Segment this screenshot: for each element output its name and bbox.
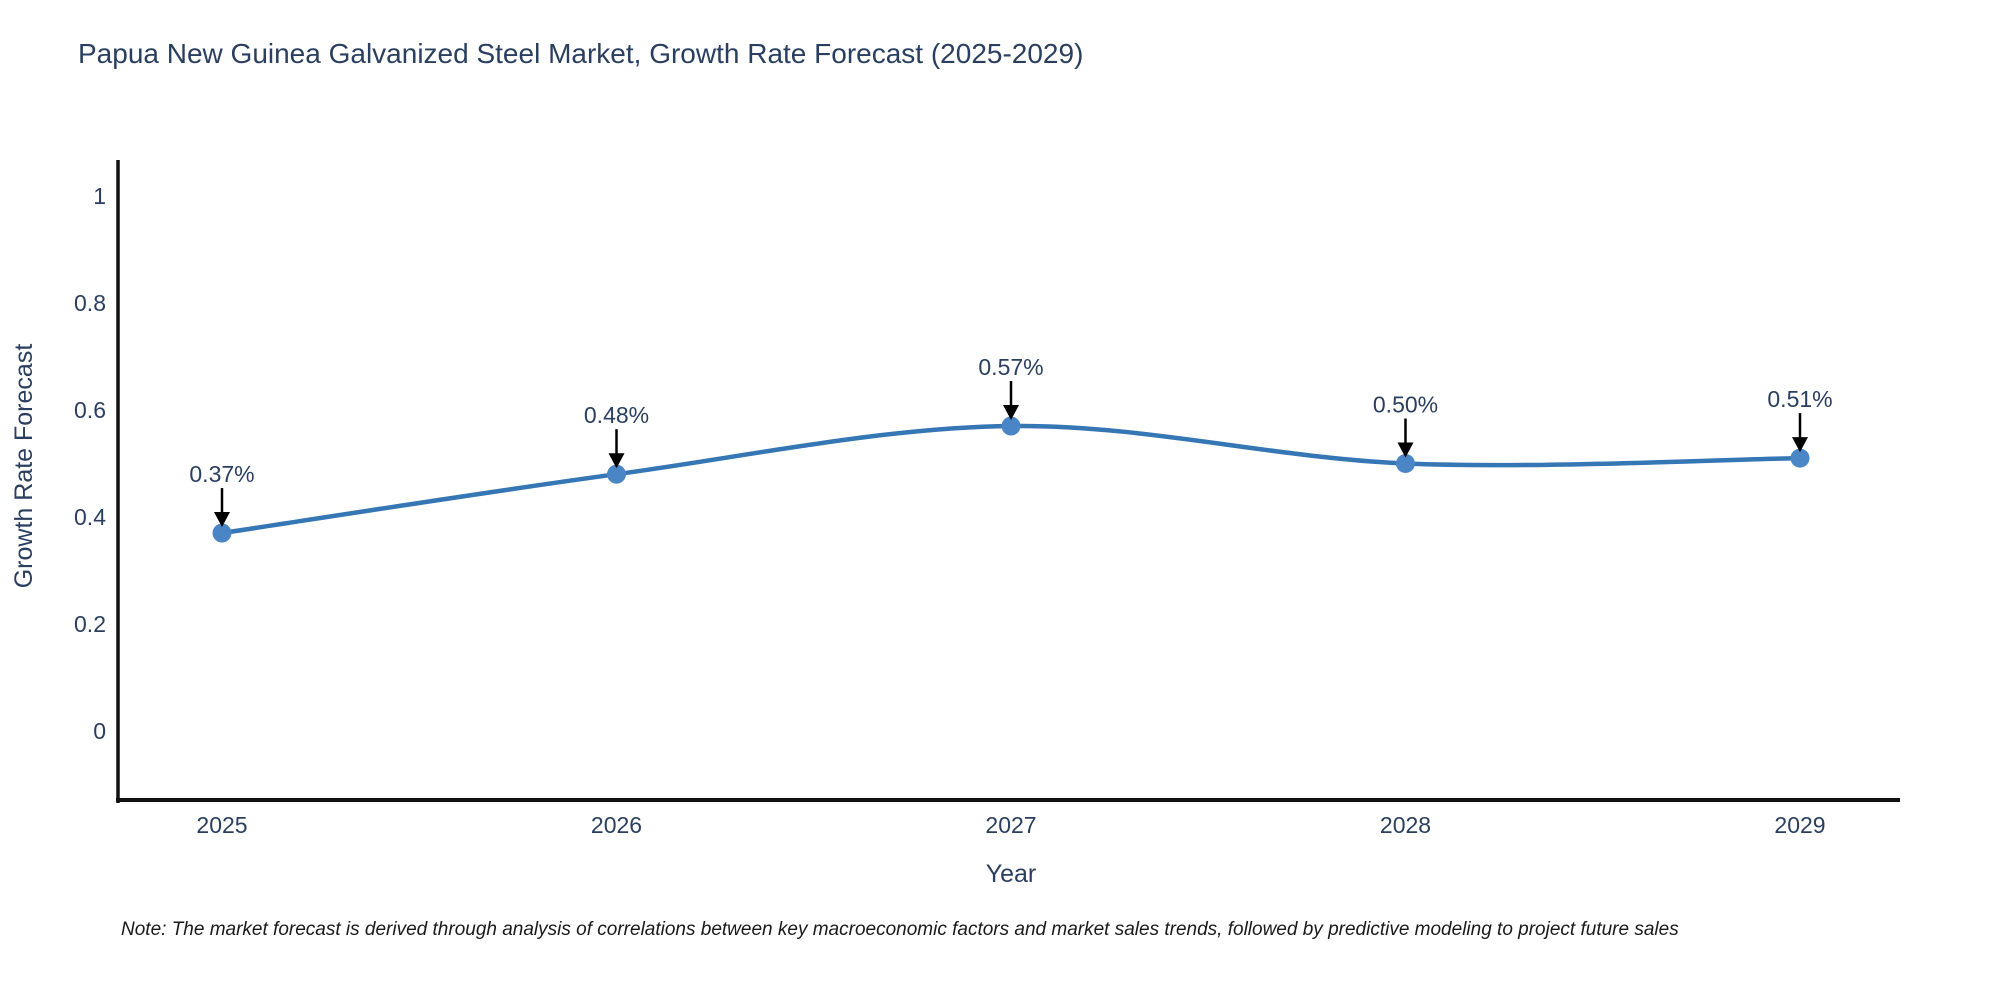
x-tick-label: 2026 [591,812,642,838]
y-tick-label: 0.8 [74,290,106,316]
x-tick-label: 2025 [196,812,247,838]
data-point-marker [1001,416,1021,436]
annotation-arrow-head [1792,437,1808,453]
annotation-arrow-head [608,453,625,469]
data-point-marker [607,464,626,484]
footnote: Note: The market forecast is derived thr… [121,919,1679,940]
annotation-arrow-head [1003,405,1019,421]
y-tick-label: 0 [93,718,106,744]
annotation-arrow-head [1397,442,1414,458]
x-tick-label: 2029 [1774,812,1825,838]
data-point-marker [1396,454,1415,473]
point-annotation: 0.48% [584,402,649,428]
x-tick-label: 2028 [1380,812,1431,838]
trend-line [219,423,1803,536]
point-annotation: 0.37% [189,461,254,487]
x-axis-title: Year [986,860,1037,888]
y-tick-label: 1 [93,183,106,209]
y-tick-label: 0.6 [74,397,106,423]
chart-title: Papua New Guinea Galvanized Steel Market… [78,38,1084,69]
data-point-marker [1790,448,1810,468]
point-annotation: 0.50% [1373,392,1438,418]
annotation-arrow-head [214,512,230,528]
data-point-marker [212,523,232,543]
x-tick-label: 2027 [985,812,1036,838]
y-tick-label: 0.4 [74,504,106,530]
y-tick-label: 0.2 [74,611,106,637]
y-axis-title: Growth Rate Forecast [10,344,38,589]
point-annotation: 0.51% [1767,386,1832,412]
point-annotation: 0.57% [978,354,1043,380]
